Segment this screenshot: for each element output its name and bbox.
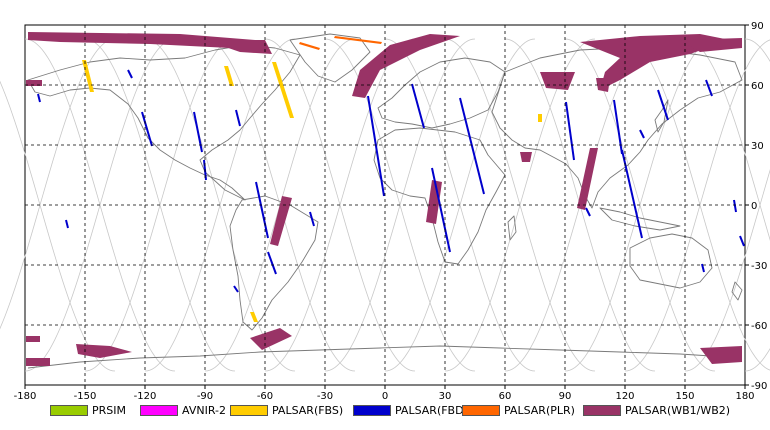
legend-item: PALSAR(WB1/WB2)	[583, 403, 730, 417]
x-tick-label: -150	[74, 391, 97, 402]
coast-new-zealand	[731, 281, 743, 301]
swath-wb	[352, 34, 460, 98]
coast-africa	[373, 127, 506, 265]
swath-wb	[270, 196, 292, 246]
swath-wb	[680, 38, 742, 52]
legend-label: PALSAR(FBS)	[272, 403, 344, 417]
swath-fbs	[250, 312, 258, 322]
y-tick-label: 90	[751, 21, 764, 32]
x-tick-label: -30	[317, 391, 333, 402]
swath-fbs	[224, 66, 234, 86]
swath-wb	[76, 344, 132, 358]
x-tick-label: -90	[197, 391, 213, 402]
x-tick-label: 120	[615, 391, 634, 402]
legend-swatch	[50, 404, 88, 416]
coast-antarctica	[27, 345, 743, 369]
axes: -180 -150 -120 -90 -60 -30 0 30 60 90 120 150 180 90 6…	[14, 21, 768, 402]
legend-swatch	[462, 404, 500, 416]
ground-track	[684, 38, 770, 241]
legend-label: AVNIR-2	[182, 403, 226, 417]
legend-item: PRSIM	[50, 403, 126, 417]
y-tick-label: -60	[751, 321, 767, 332]
y-tick-label: 60	[751, 81, 764, 92]
legend-item: AVNIR-2	[140, 403, 226, 417]
x-tick-label: 150	[675, 391, 694, 402]
coast-north-america	[27, 44, 301, 201]
x-tick-label: -60	[257, 391, 273, 402]
swath-wb	[520, 152, 532, 162]
swath-plr	[334, 36, 382, 44]
x-tick-label: 30	[439, 391, 452, 402]
coast-south-america	[229, 195, 319, 331]
swath-fbs	[272, 62, 294, 118]
legend-swatch	[583, 404, 621, 416]
swath-fbs	[538, 114, 542, 122]
legend-item: PALSAR(FBS)	[230, 403, 343, 417]
swath-wb	[26, 358, 50, 366]
swath-wb	[580, 34, 730, 90]
y-tick-label: -90	[751, 381, 767, 392]
swath-wb	[426, 180, 442, 224]
swath-fbd-group	[37, 69, 745, 293]
legend: PRSIM AVNIR-2 PALSAR(FBS) PALSAR(FBD) PALSAR…	[0, 400, 770, 422]
coast-australia	[629, 233, 713, 289]
graticule	[25, 25, 745, 385]
legend-label: PRSIM	[92, 403, 126, 417]
legend-swatch	[353, 404, 391, 416]
legend-label: PALSAR(PLR)	[504, 403, 575, 417]
x-tick-label: 90	[559, 391, 572, 402]
coastlines	[27, 33, 743, 369]
legend-label: PALSAR(FBD)	[395, 403, 468, 417]
swath-wb	[26, 80, 42, 86]
coast-indonesia	[599, 207, 681, 231]
x-tick-label: 0	[382, 391, 388, 402]
coast-europe	[377, 57, 506, 129]
swath-wb	[700, 346, 742, 364]
legend-swatch	[140, 404, 178, 416]
swath-wb	[26, 336, 40, 342]
swath-wb	[205, 40, 272, 54]
swath-wb	[250, 328, 292, 350]
swath-plr	[299, 42, 320, 50]
coast-madagascar	[507, 215, 517, 241]
legend-swatch	[230, 404, 268, 416]
x-tick-label: -180	[14, 391, 37, 402]
coast-greenland	[289, 33, 371, 83]
legend-item: PALSAR(FBD)	[353, 403, 468, 417]
x-tick-label: -120	[134, 391, 157, 402]
x-tick-label: 60	[499, 391, 512, 402]
legend-item: PALSAR(PLR)	[462, 403, 575, 417]
y-tick-label: 0	[751, 201, 757, 212]
x-tick-label: 180	[735, 391, 754, 402]
legend-label: PALSAR(WB1/WB2)	[625, 403, 731, 417]
swath-wb	[577, 148, 598, 210]
y-tick-label: 30	[751, 141, 764, 152]
y-tick-label: -30	[751, 261, 767, 272]
swath-wb	[540, 72, 575, 90]
